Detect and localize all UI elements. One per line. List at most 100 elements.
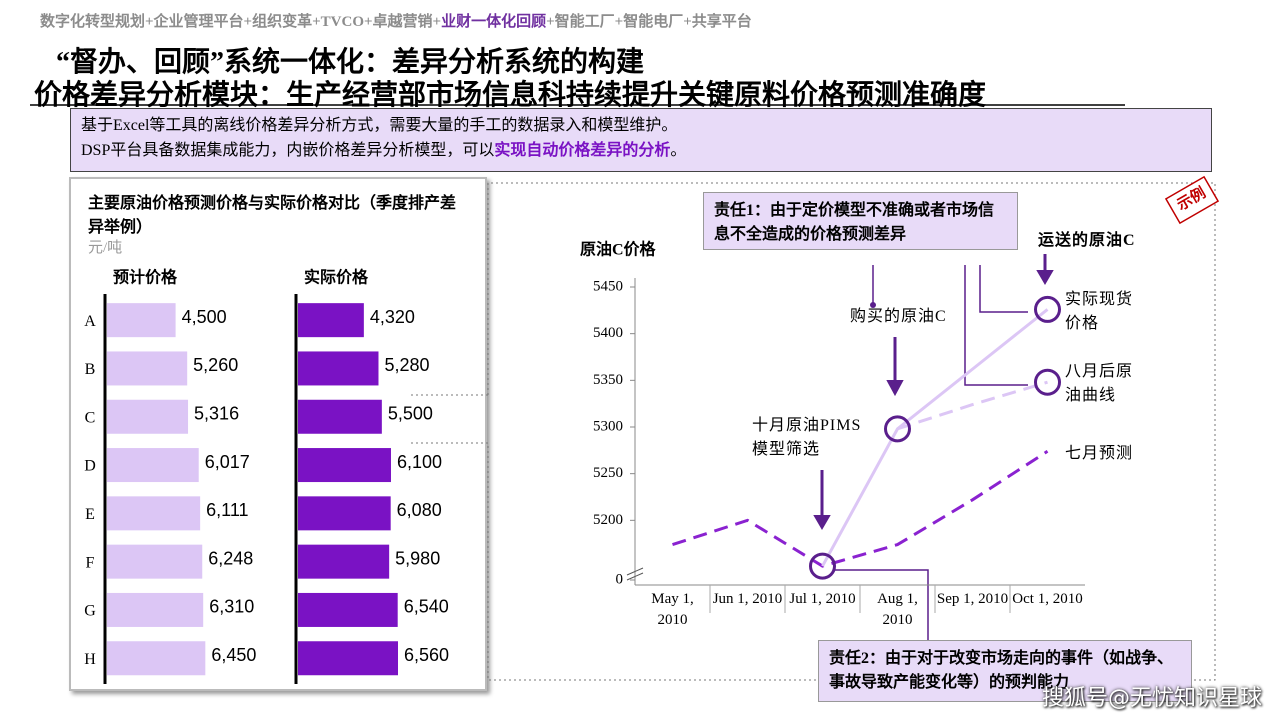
bar [298, 448, 391, 483]
category-label: E [85, 506, 95, 523]
bar [107, 641, 206, 676]
line-series [672, 450, 1049, 568]
callout: 责任2：由于对于改变市场走向的事件（如战争、事故导致产能变化等）的预判能力 [818, 640, 1192, 702]
x-tick-label: May 1, 2010 [651, 591, 694, 628]
y-tick-label: 5200 [593, 512, 623, 528]
highlight-ring [884, 415, 911, 443]
breadcrumb-part: +智能工厂+智能电厂+共享平台 [546, 14, 752, 30]
bar [107, 448, 199, 483]
x-tick-label: Jun 1, 2010 [712, 591, 783, 607]
value-label: 6,540 [404, 597, 449, 617]
stamp: 示例 [1164, 175, 1220, 225]
bar [298, 303, 364, 338]
stamp-box [1164, 175, 1220, 225]
bar [107, 496, 201, 531]
category-label: G [84, 603, 96, 620]
annotation: 运送的原油C [1038, 232, 1136, 249]
bar [298, 544, 390, 579]
value-label: 6,017 [205, 452, 250, 472]
bar [107, 351, 188, 386]
connector [964, 265, 1028, 386]
watermark: 搜狐号@无忧知识星球 [1041, 686, 1262, 711]
bullet [870, 302, 876, 308]
y-tick-label: 5250 [593, 465, 623, 481]
connector [979, 265, 1028, 313]
highlight-ring [1034, 368, 1061, 396]
subtitle: 价格差异分析模块：生产经营部市场信息科持续提升关键原料价格预测准确度 [34, 80, 987, 111]
series-label: 八月后原油曲线 [1065, 363, 1134, 404]
line-series [897, 380, 1048, 431]
x-tick-label: Aug 1, 2010 [877, 591, 918, 628]
value-label: 5,280 [384, 355, 429, 375]
annotation-lines [813, 254, 1054, 640]
value-label: 5,500 [388, 404, 433, 424]
arrowhead [886, 380, 904, 397]
chart-title: 主要原油价格预测价格与实际价格对比（季度排产差异举例） [88, 195, 457, 236]
bar [107, 544, 203, 579]
series-label: 实际现货价格 [1065, 291, 1134, 332]
bar [107, 399, 189, 434]
arrowhead [1036, 270, 1054, 285]
bar [298, 399, 382, 434]
category-label: D [84, 458, 96, 475]
y-axis-label: 原油C价格 [580, 240, 657, 259]
unit-label: 元/吨 [88, 240, 123, 256]
value-label: 5,980 [395, 548, 440, 568]
series-label: 七月预测 [1065, 445, 1134, 462]
summary-text: 。 [670, 142, 687, 159]
connector [833, 569, 929, 640]
x-tick-label: Jul 1, 2010 [789, 591, 856, 607]
axis-break [626, 567, 644, 581]
category-label: H [84, 651, 96, 668]
value-label: 6,111 [206, 500, 248, 520]
breadcrumb: 数字化转型规划+企业管理平台+组织变革+TVCO+卓越营销+业财一体化回顾+智能… [40, 10, 752, 31]
value-label: 5,316 [194, 404, 239, 424]
bar [107, 592, 204, 627]
legend-label: 预计价格 [113, 268, 178, 287]
bar [298, 592, 398, 627]
category-label: B [85, 361, 96, 378]
value-label: 4,320 [370, 307, 415, 327]
y-tick-label: 5350 [593, 372, 623, 388]
x-tick-label: Oct 1, 2010 [1012, 591, 1083, 607]
arrowhead [813, 515, 831, 530]
summary-text: DSP平台具备数据集成能力，内嵌价格差异分析模型，可以 [81, 142, 495, 159]
bar [107, 303, 176, 338]
summary-line: 基于Excel等工具的离线价格差异分析方式，需要大量的手工的数据录入和模型维护。 [81, 117, 678, 134]
legend-label: 实际价格 [304, 268, 369, 287]
bar [298, 351, 379, 386]
category-label: A [84, 313, 96, 330]
value-label: 6,080 [397, 500, 442, 520]
highlight-ring [1034, 295, 1061, 323]
summary-box: 基于Excel等工具的离线价格差异分析方式，需要大量的手工的数据录入和模型维护。… [70, 108, 1212, 172]
value-label: 5,260 [193, 355, 238, 375]
annotation: 购买的原油C [850, 308, 947, 325]
summary-highlight: 实现自动价格差异的分析 [494, 142, 671, 159]
value-label: 6,100 [397, 452, 442, 472]
category-label: C [85, 409, 96, 426]
right-panel [408, 182, 1216, 681]
value-label: 6,450 [211, 645, 256, 665]
breadcrumb-part: 数字化转型规划+企业管理平台+组织变革+TVCO+卓越营销+ [40, 14, 442, 30]
annotation: 十月原油PIMS模型筛选 [752, 417, 862, 458]
highlight-ring [809, 552, 836, 580]
summary-line: DSP平台具备数据集成能力，内嵌价格差异分析模型，可以实现自动价格差异的分析。 [81, 138, 1201, 163]
value-label: 4,500 [182, 307, 227, 327]
y-tick-label: 5400 [593, 325, 623, 341]
breadcrumb-current: 业财一体化回顾 [441, 14, 547, 30]
bar [298, 496, 391, 531]
value-label: 6,560 [404, 645, 449, 665]
bar [298, 641, 398, 676]
title: “督办、回顾”系统一体化：差异分析系统的构建 [56, 47, 645, 78]
category-label: F [86, 554, 95, 571]
y-tick-label: 5450 [593, 278, 623, 294]
callout: 责任1：由于定价模型不准确或者市场信息不全造成的价格预测差异 [703, 192, 1018, 250]
value-label: 6,248 [208, 548, 253, 568]
line-series [821, 308, 1049, 567]
y-tick-label: 0 [616, 571, 624, 587]
x-tick-label: Sep 1, 2010 [936, 591, 1009, 607]
value-label: 6,310 [209, 597, 254, 617]
y-tick-label: 5300 [593, 418, 623, 434]
